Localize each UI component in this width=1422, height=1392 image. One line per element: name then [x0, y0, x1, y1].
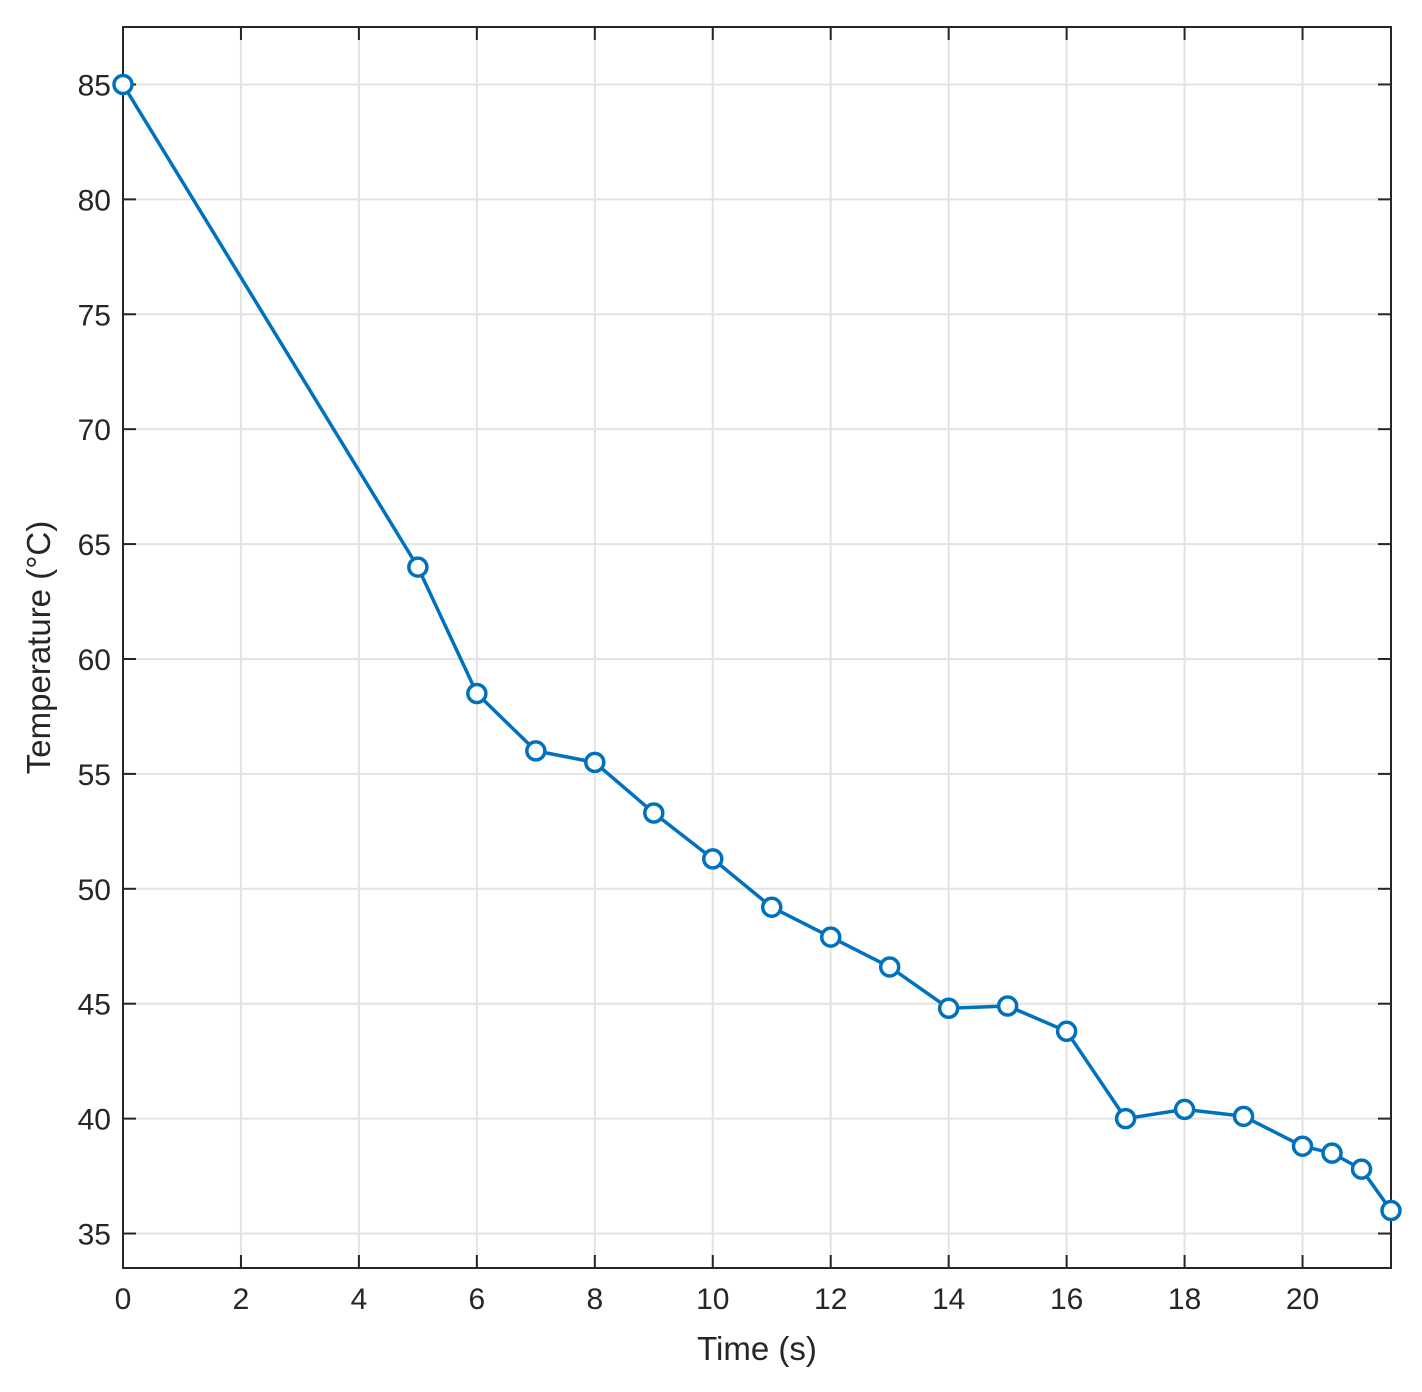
x-tick-label: 10 — [696, 1283, 729, 1316]
series-line — [121, 83, 1393, 1212]
plot-area-frame — [122, 26, 1392, 1269]
data-point-marker — [643, 802, 665, 824]
data-point-marker — [1380, 1199, 1402, 1222]
data-point-marker — [937, 997, 960, 1020]
data-point-marker — [1232, 1105, 1255, 1128]
data-point-marker — [878, 956, 901, 978]
y-tick-label: 80 — [78, 184, 111, 217]
data-point-marker — [584, 751, 606, 774]
x-tick-label: 2 — [233, 1283, 250, 1316]
data-point-marker — [1114, 1107, 1137, 1130]
x-tick-label: 12 — [814, 1283, 847, 1316]
x-tick-label: 4 — [351, 1283, 368, 1316]
y-tick-label: 85 — [78, 69, 111, 102]
data-point-marker — [702, 848, 724, 870]
y-tick-label: 50 — [78, 874, 111, 907]
x-tick-label: 14 — [932, 1283, 965, 1316]
x-tick-label: 8 — [586, 1283, 603, 1316]
x-tick-label: 6 — [469, 1283, 486, 1316]
grid-layer — [122, 27, 1391, 1268]
data-point-marker — [525, 740, 547, 762]
y-tick-label: 65 — [78, 529, 111, 562]
y-tick-label: 55 — [78, 759, 111, 792]
data-point-marker — [760, 896, 783, 918]
x-tick-labels: 0 2 4 6 8 10 12 14 16 18 20 — [115, 1283, 1320, 1316]
tick-marks — [122, 27, 1391, 1268]
x-axis-label: Time (s) — [697, 1330, 817, 1367]
y-tick-label: 75 — [78, 299, 111, 332]
y-tick-labels: 35 40 45 50 55 60 65 70 75 80 85 — [78, 69, 111, 1251]
y-tick-label: 35 — [78, 1219, 111, 1252]
x-tick-label: 16 — [1050, 1283, 1083, 1316]
data-point-marker — [1350, 1158, 1373, 1180]
data-point-marker — [407, 556, 429, 578]
x-tick-label: 20 — [1286, 1283, 1319, 1316]
y-axis-label: Temperature (°C) — [20, 521, 57, 774]
data-point-marker — [1055, 1020, 1078, 1043]
data-point-marker — [112, 73, 134, 96]
data-point-marker — [466, 682, 488, 705]
data-point-marker — [1291, 1135, 1314, 1157]
series-layer — [112, 73, 1402, 1222]
y-tick-label: 40 — [78, 1104, 111, 1137]
data-point-marker — [1321, 1142, 1343, 1164]
data-point-marker — [1173, 1098, 1196, 1121]
data-point-marker — [819, 926, 842, 948]
y-tick-label: 70 — [78, 414, 111, 447]
x-tick-label: 18 — [1168, 1283, 1201, 1316]
y-tick-label: 60 — [78, 644, 111, 677]
x-tick-label: 0 — [115, 1283, 132, 1316]
data-point-marker — [996, 995, 1019, 1017]
y-tick-label: 45 — [78, 989, 111, 1022]
